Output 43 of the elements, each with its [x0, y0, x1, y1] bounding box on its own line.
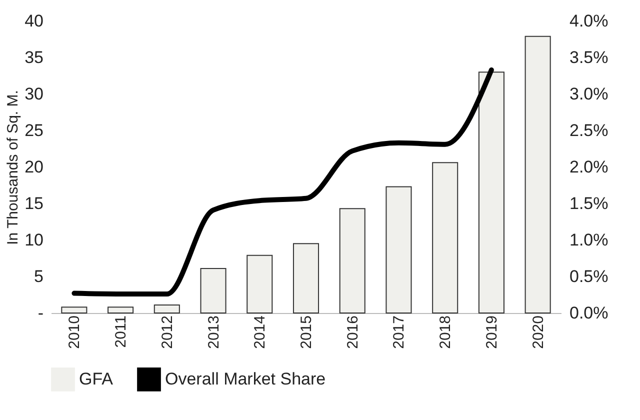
- bar: [432, 162, 458, 314]
- bar: [154, 304, 180, 314]
- y2-tick-label: 1.5%: [570, 194, 608, 213]
- bar: [61, 306, 88, 314]
- legend-label: GFA: [79, 369, 114, 388]
- y-tick-label: 40: [24, 12, 44, 30]
- y-tick-label: 10: [24, 230, 44, 250]
- y2-tick-label: 4.0%: [570, 12, 608, 30]
- y2-tick-label: 2.0%: [570, 158, 608, 176]
- bar: [386, 186, 412, 314]
- y-tick-label: 30: [24, 84, 44, 104]
- y2-tick-label: 3.0%: [570, 84, 608, 104]
- x-tick-label: 2013: [205, 316, 222, 349]
- bar: [478, 72, 504, 314]
- x-tick-label: 2019: [483, 316, 500, 349]
- y2-tick-label: 2.5%: [570, 121, 608, 140]
- x-tick-label: 2014: [252, 316, 269, 349]
- x-tick-label: 2020: [530, 316, 547, 349]
- y2-tick-label: 0.0%: [570, 304, 608, 322]
- x-tick-label: 2015: [298, 316, 315, 349]
- x-tick-label: 2016: [344, 316, 362, 349]
- x-tick-label: 2018: [437, 316, 454, 349]
- y-tick-label: 15: [24, 194, 44, 213]
- y-axis-title: In Thousands of Sq. M.: [4, 90, 22, 245]
- bar: [108, 306, 134, 314]
- y-tick-label: 25: [24, 121, 44, 140]
- y-tick-label: 20: [24, 158, 44, 176]
- x-tick-label: 2012: [158, 316, 176, 349]
- y2-tick-label: 0.5%: [570, 267, 608, 286]
- bar: [200, 268, 226, 314]
- legend-label: Overall Market Share: [165, 369, 326, 388]
- x-tick-label: 2017: [390, 316, 408, 349]
- bar: [524, 36, 551, 314]
- bar: [339, 208, 366, 314]
- y-tick-label: -: [38, 304, 44, 322]
- x-tick-label: 2010: [66, 316, 84, 349]
- y-tick-label: 35: [24, 48, 44, 67]
- x-tick-label: 2011: [112, 316, 130, 348]
- bar: [292, 243, 320, 314]
- y-tick-label: 5: [34, 267, 44, 286]
- y2-tick-label: 3.5%: [570, 48, 608, 67]
- y2-tick-label: 1.0%: [570, 230, 608, 250]
- bar: [246, 254, 273, 314]
